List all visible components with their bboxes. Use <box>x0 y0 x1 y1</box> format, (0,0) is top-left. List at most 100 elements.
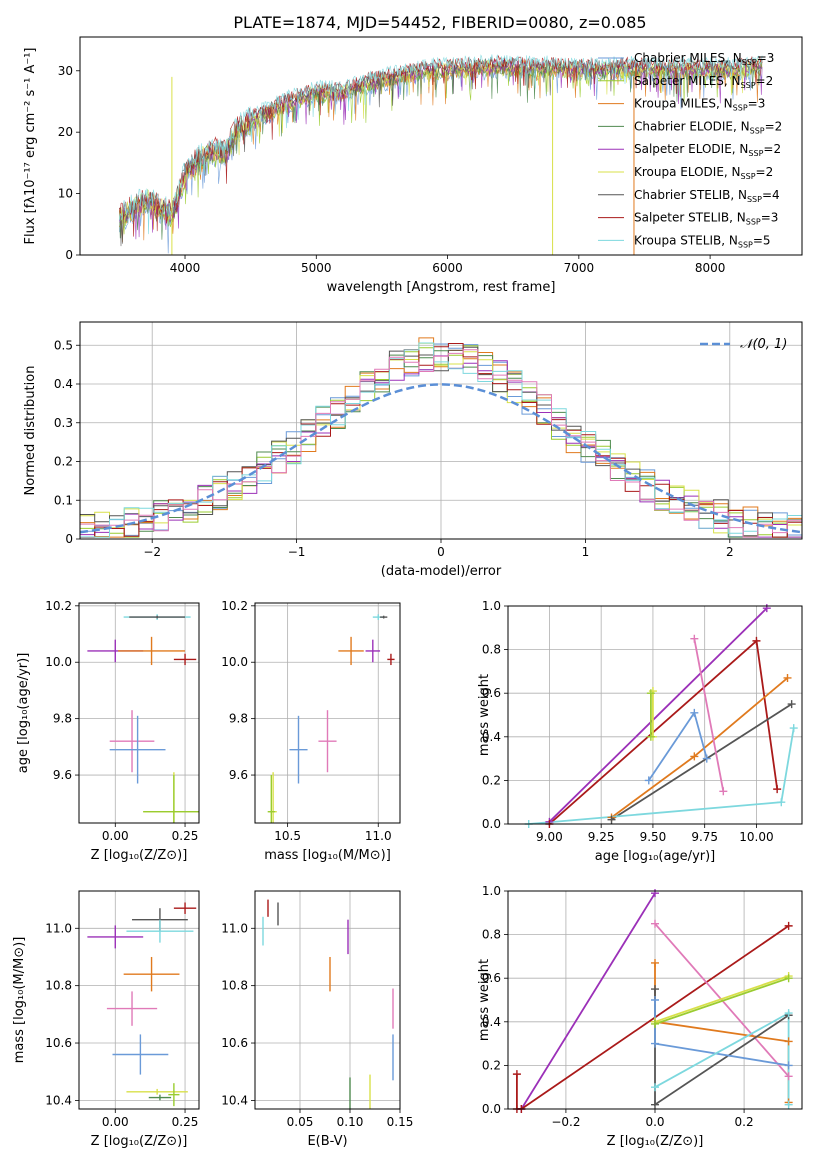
errorbar-point <box>118 636 186 666</box>
errorbar-point <box>267 775 275 823</box>
x-axis-label: (data-model)/error <box>381 564 502 579</box>
weight-line <box>610 677 789 819</box>
y-tick-label: 0.4 <box>482 1015 501 1029</box>
weight-line <box>611 703 793 821</box>
x-tick-label: 4000 <box>170 261 201 275</box>
weight-line <box>548 639 779 824</box>
y-tick-label: 10.6 <box>221 1036 248 1050</box>
y-tick-label: 0.1 <box>54 493 73 507</box>
x-tick-label: 9.50 <box>640 830 667 844</box>
errorbar-point <box>123 956 180 992</box>
legend-label: Kroupa ELODIE, NSSP=2 <box>634 165 773 181</box>
legend-label: Salpeter ELODIE, NSSP=2 <box>634 142 781 158</box>
y-tick-label: 10.8 <box>45 979 72 993</box>
x-tick-label: 10.00 <box>739 830 773 844</box>
errorbar-point <box>318 710 337 773</box>
x-tick-label: 8000 <box>695 261 726 275</box>
errorbar-point <box>143 775 199 823</box>
weight-marker <box>651 1039 659 1048</box>
weight-marker <box>773 785 782 794</box>
weight-line <box>528 727 795 824</box>
weight-marker <box>646 732 655 741</box>
errorbar-point <box>126 1088 188 1095</box>
weight-marker <box>783 673 792 682</box>
y-tick-label: 10.4 <box>221 1093 248 1107</box>
y-tick-label: 30 <box>58 64 73 78</box>
errorbar-point <box>387 653 395 666</box>
x-axis-label: wavelength [Angstrom, rest frame] <box>327 280 556 295</box>
y-axis-label: mass weight <box>477 674 492 756</box>
figure-title: PLATE=1874, MJD=54452, FIBERID=0080, z=0… <box>233 13 646 32</box>
weight-marker <box>784 1037 793 1046</box>
y-tick-label: 0.8 <box>482 643 501 657</box>
x-tick-label: 7000 <box>564 261 595 275</box>
plot-age_vs_Z: 0.00 0.25 9.6 9.8 10.0 10.2 Z [log₁₀(Z/Z⊙)] age… <box>16 599 200 863</box>
x-tick-label: 5000 <box>301 261 332 275</box>
y-tick-label: 10 <box>58 187 73 201</box>
x-tick-label: 0.15 <box>387 1115 414 1129</box>
y-tick-label: 0.8 <box>482 928 501 942</box>
axes-frame <box>78 602 200 824</box>
spectrum-line <box>119 57 763 247</box>
legend-label: Chabrier ELODIE, NSSP=2 <box>634 119 782 135</box>
x-tick-label: 0.2 <box>735 1115 754 1129</box>
y-tick-label: 0.6 <box>482 686 501 700</box>
x-tick-label: 0.25 <box>172 1115 199 1129</box>
plot-area <box>80 337 802 538</box>
weight-marker <box>784 921 793 930</box>
plot-massweight_vs_Z: −0.2 0.0 0.2 0.0 0.2 0.4 0.6 0.8 1.0 Z [log₁₀(Z/Z… <box>477 884 803 1149</box>
weight-marker <box>512 1070 521 1079</box>
weight-line <box>516 925 790 1109</box>
y-tick-label: 1.0 <box>482 884 501 898</box>
errorbar-point <box>380 615 388 619</box>
spectrum-line <box>119 66 763 254</box>
errorbar-point <box>126 919 194 943</box>
spectrum-line <box>119 54 763 235</box>
y-tick-label: 10.6 <box>45 1036 72 1050</box>
weight-marker <box>787 700 796 709</box>
histogram-step <box>80 345 802 538</box>
y-tick-label: 0.0 <box>482 1102 501 1116</box>
plot-area <box>267 614 395 823</box>
errorbar-point <box>365 639 381 663</box>
plot-age_vs_mass: 10.5 11.0 9.6 9.8 10.0 10.2 mass [log₁₀(M/M⊙)] <box>221 599 401 863</box>
weight-marker <box>784 1072 793 1081</box>
y-tick-label: 9.6 <box>53 768 72 782</box>
x-tick-label: 2 <box>726 545 734 559</box>
y-axis-label: mass [log₁₀(M/M⊙)] <box>12 937 27 1064</box>
errorbar-point <box>109 710 155 773</box>
weight-marker <box>651 919 659 928</box>
x-tick-label: 0.25 <box>172 829 199 843</box>
y-tick-label: 10.8 <box>221 979 248 993</box>
histogram-step <box>80 349 802 538</box>
x-axis-label: Z [log₁₀(Z/Z⊙)] <box>91 848 188 863</box>
y-tick-label: 1.0 <box>482 599 501 613</box>
axes-frame <box>254 890 401 1110</box>
weight-marker <box>784 1061 793 1070</box>
weight-marker <box>789 724 798 733</box>
weight-marker <box>607 815 616 824</box>
errorbar-point <box>173 653 197 666</box>
errorbar-point <box>106 991 158 1026</box>
x-tick-label: 10.5 <box>274 829 301 843</box>
errorbar-point <box>129 615 186 619</box>
errorbar-point <box>289 715 308 784</box>
errorbar-point <box>112 1034 169 1075</box>
x-tick-label: 9.25 <box>588 830 615 844</box>
weight-line <box>693 638 725 792</box>
legend-label: Salpeter STELIB, NSSP=3 <box>634 211 778 227</box>
histogram-step <box>80 346 802 538</box>
plot-mass_vs_ebv: 0.05 0.10 0.15 10.4 10.6 10.8 11.0 E(B-V) <box>221 890 414 1149</box>
weight-line <box>654 1000 789 1067</box>
y-tick-label: 9.8 <box>229 712 248 726</box>
x-axis-label: Z [log₁₀(Z/Z⊙)] <box>91 1134 188 1149</box>
x-tick-label: 0.0 <box>645 1115 664 1129</box>
weight-marker <box>690 752 699 761</box>
x-tick-label: −2 <box>143 545 161 559</box>
weight-marker <box>784 1100 793 1109</box>
y-tick-label: 0.6 <box>482 971 501 985</box>
x-tick-label: −1 <box>288 545 306 559</box>
plot-mass_vs_Z: 0.00 0.25 10.4 10.6 10.8 11.0 Z [log₁₀(Z/Z⊙)] m… <box>12 890 200 1149</box>
weight-line <box>654 962 790 1103</box>
weight-marker <box>690 634 699 643</box>
